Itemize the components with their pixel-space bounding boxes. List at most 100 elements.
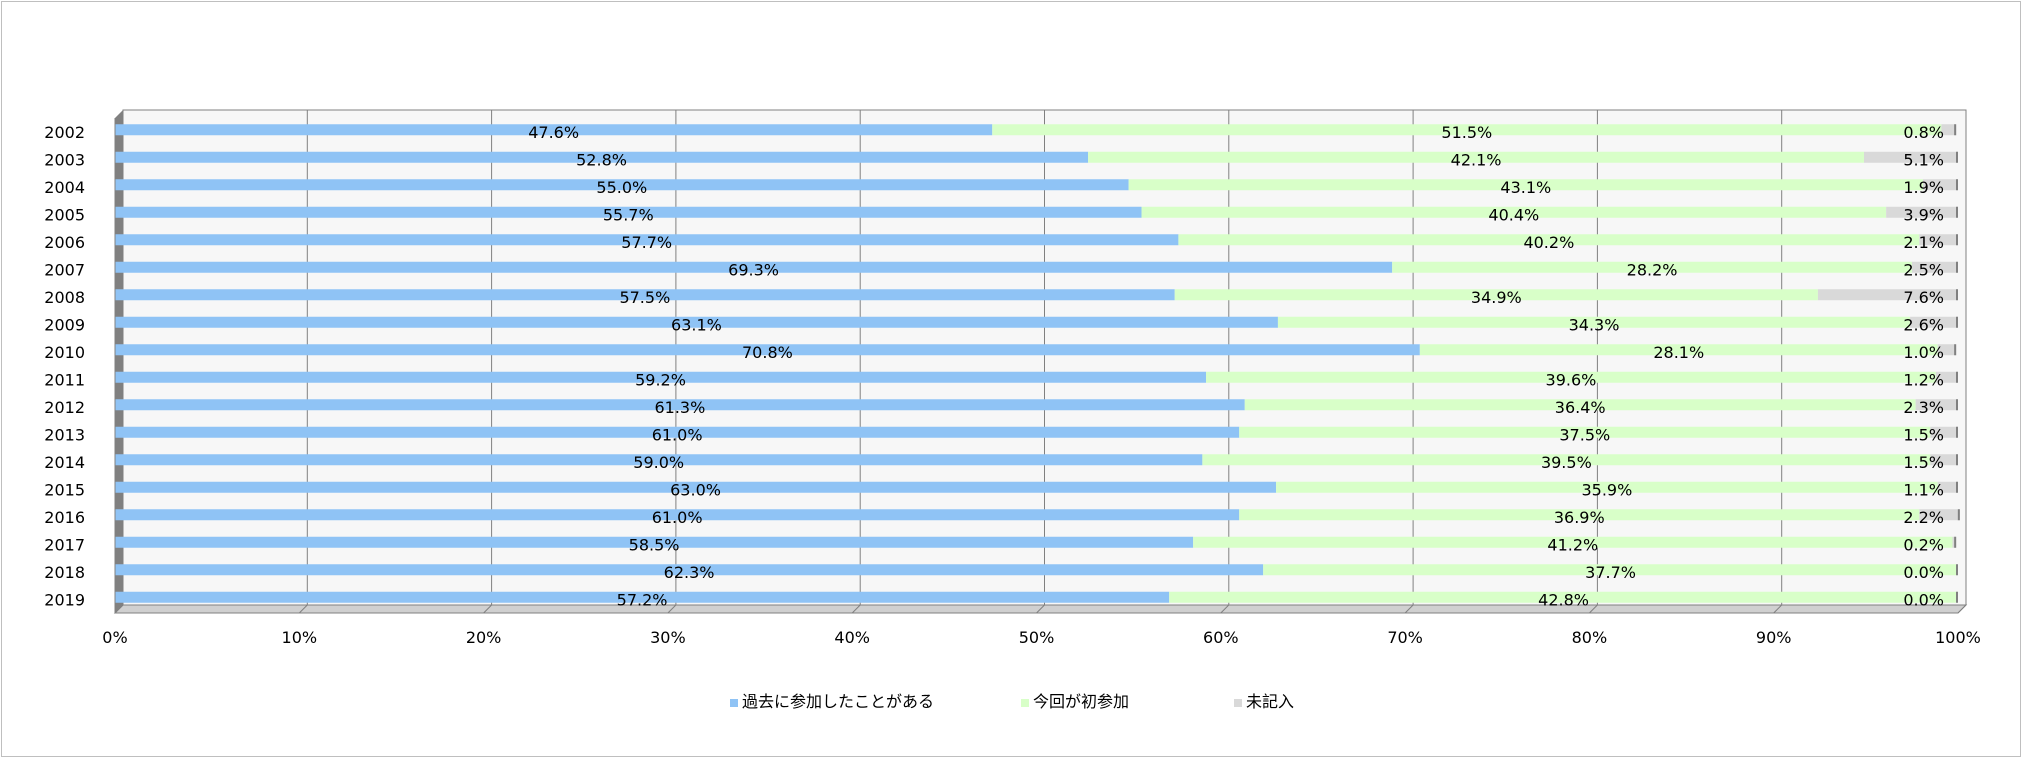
- bar-segment: [1277, 316, 1911, 328]
- x-tick-label: 10%: [282, 628, 318, 647]
- bar-end-cap: [1956, 399, 1958, 411]
- bar-end-cap: [1956, 151, 1958, 163]
- x-tick-label: 50%: [1019, 628, 1055, 647]
- bar-segment: [115, 509, 1240, 521]
- data-label: 7.6%: [1903, 288, 1944, 307]
- bar-end-cap: [1956, 289, 1958, 301]
- data-label: 0.8%: [1903, 123, 1944, 142]
- bar-segment: [1864, 151, 1958, 163]
- bar-group: [115, 124, 1960, 603]
- data-label: 1.0%: [1903, 343, 1944, 362]
- y-tick-label: 2005: [44, 205, 85, 224]
- bar-end-cap: [1956, 426, 1958, 438]
- legend-swatch: [1021, 699, 1029, 707]
- bar-segment: [1193, 536, 1953, 548]
- y-tick-label: 2017: [44, 535, 85, 554]
- x-tick-label: 0%: [102, 628, 127, 647]
- y-tick-label: 2006: [44, 233, 85, 252]
- y-tick-label: 2013: [44, 425, 85, 444]
- bar-end-cap: [1956, 261, 1958, 273]
- data-label: 69.3%: [728, 260, 779, 279]
- y-tick-label: 2011: [44, 370, 85, 389]
- axes: 0% 10% 20% 30% 40% 50% 60% 70% 80% 90% 100% 2002 200…: [44, 118, 1981, 647]
- bar-segment: [115, 371, 1207, 383]
- x-gridline-floor: [1036, 604, 1045, 614]
- bar-segment: [115, 426, 1240, 438]
- data-label: 59.0%: [633, 453, 684, 472]
- y-tick-label: 2002: [44, 123, 85, 142]
- data-label: 62.3%: [664, 563, 715, 582]
- y-tick-label: 2007: [44, 260, 85, 279]
- bar-end-cap: [1956, 591, 1958, 603]
- bar-segment: [1937, 344, 1957, 356]
- data-label: 57.5%: [619, 288, 670, 307]
- x-tick-label: 20%: [466, 628, 502, 647]
- bar-end-cap: [1954, 344, 1957, 356]
- data-label: 34.3%: [1569, 315, 1620, 334]
- data-label: 2.2%: [1903, 508, 1944, 527]
- data-label: 70.8%: [742, 343, 793, 362]
- data-label: 3.9%: [1903, 205, 1944, 224]
- bar-end-cap: [1956, 179, 1958, 191]
- bar-segment: [115, 206, 1142, 218]
- x-tick-label: 60%: [1203, 628, 1239, 647]
- data-label: 43.1%: [1500, 178, 1551, 197]
- data-label: 42.1%: [1451, 150, 1502, 169]
- data-label: 39.6%: [1546, 370, 1597, 389]
- bar-end-cap: [1957, 509, 1960, 521]
- bar-segment: [1919, 509, 1960, 521]
- bar-segment: [1937, 481, 1958, 493]
- y-tick-label: 2009: [44, 315, 85, 334]
- data-label: 41.2%: [1547, 535, 1598, 554]
- x-gridline-floor: [1404, 604, 1414, 614]
- y-tick-label: 2008: [44, 288, 85, 307]
- x-gridline-floor: [298, 604, 308, 614]
- bar-end-cap: [1956, 206, 1958, 218]
- x-tick-label: 70%: [1387, 628, 1423, 647]
- bar-segment: [1239, 426, 1931, 438]
- x-gridline-floor: [1773, 604, 1783, 614]
- bar-segment: [115, 536, 1194, 548]
- bar-segment: [1930, 426, 1958, 438]
- bar-segment: [1169, 591, 1958, 603]
- bar-segment: [115, 564, 1264, 576]
- data-label: 28.2%: [1627, 260, 1678, 279]
- bar-segment: [115, 151, 1089, 163]
- bar-segment: [1910, 316, 1958, 328]
- data-label: 2.6%: [1903, 315, 1944, 334]
- data-label: 37.5%: [1559, 425, 1610, 444]
- bar-segment: [115, 234, 1179, 246]
- data-label: 1.9%: [1903, 178, 1944, 197]
- bar-segment: [1128, 179, 1923, 191]
- bar-end-cap: [1956, 481, 1958, 493]
- data-label: 1.2%: [1903, 370, 1944, 389]
- legend-label: 過去に参加したことがある: [742, 692, 934, 711]
- data-label: 34.9%: [1471, 288, 1522, 307]
- bar-end-cap: [1956, 316, 1958, 328]
- bar-segment: [1817, 289, 1958, 301]
- data-label: 63.0%: [670, 480, 721, 499]
- y-tick-label: 2003: [44, 150, 85, 169]
- y-tick-label: 2018: [44, 563, 85, 582]
- legend-label: 今回が初参加: [1033, 692, 1129, 711]
- bar-end-cap: [1956, 234, 1958, 246]
- x-gridline-floor: [483, 604, 492, 614]
- data-label: 55.7%: [603, 205, 654, 224]
- bar-segment: [992, 124, 1942, 136]
- bar-segment: [1141, 206, 1887, 218]
- bar-end-cap: [1956, 564, 1958, 576]
- y-tick-label: 2016: [44, 508, 85, 527]
- legend-swatch: [1234, 699, 1242, 707]
- data-label: 61.3%: [654, 398, 705, 417]
- x-tick-label: 40%: [834, 628, 870, 647]
- x-tick-label: 90%: [1756, 628, 1792, 647]
- data-label: 1.5%: [1903, 453, 1944, 472]
- data-label: 5.1%: [1903, 150, 1944, 169]
- y-tick-label: 2010: [44, 343, 85, 362]
- bar-segment: [115, 454, 1203, 466]
- y-tick-label: 2019: [44, 590, 85, 609]
- bar-segment: [115, 481, 1277, 493]
- data-label: 39.5%: [1541, 453, 1592, 472]
- x-tick-label: 80%: [1572, 628, 1608, 647]
- bar-segment: [115, 591, 1170, 603]
